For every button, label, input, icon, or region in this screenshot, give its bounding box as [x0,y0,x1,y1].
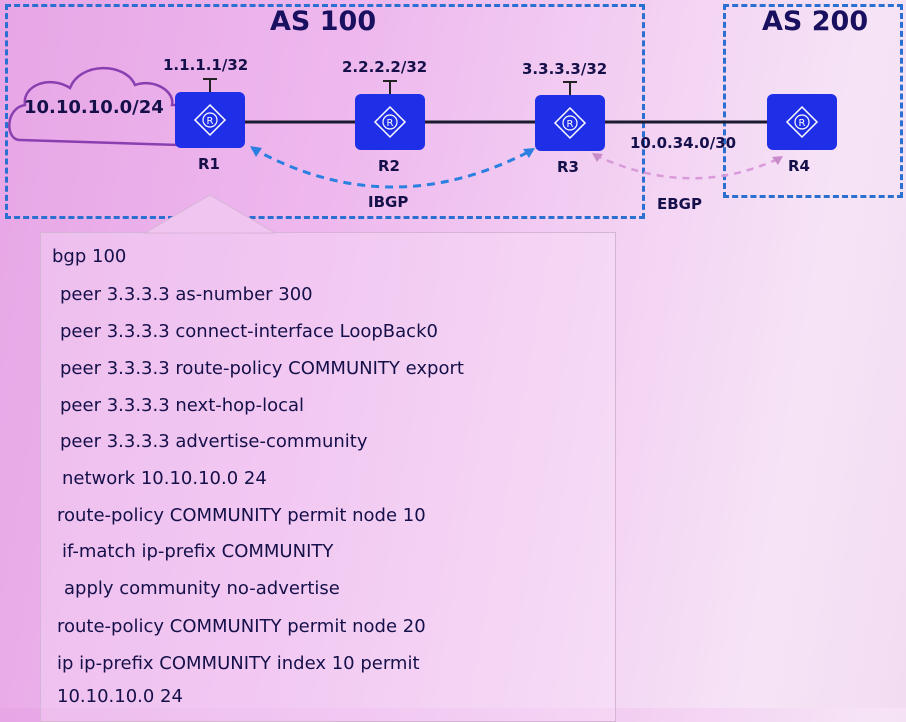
config-line: peer 3.3.3.3 advertise-community [60,431,368,452]
callout-pointer [143,194,277,234]
router-icon: R [373,105,407,139]
config-line: ip ip-prefix COMMUNITY index 10 permit [57,653,420,674]
router-icon: R [193,103,227,137]
ibgp-label: IBGP [368,193,409,211]
router-icon: R [553,106,587,140]
ibgp-session-arrow [251,146,533,189]
r1-label: R1 [198,155,220,173]
cloud-icon [8,66,180,147]
config-line: bgp 100 [52,246,127,267]
svg-text:R: R [799,118,806,129]
router-r4[interactable]: R [767,94,837,150]
topology-links [8,66,783,189]
r3-loopback: 3.3.3.3/32 [522,60,608,78]
config-line: peer 3.3.3.3 connect-interface LoopBack0 [60,321,438,342]
config-line: route-policy COMMUNITY permit node 10 [57,505,426,526]
r3-label: R3 [557,158,579,176]
r1-loopback: 1.1.1.1/32 [163,56,249,74]
config-line: peer 3.3.3.3 as-number 300 [60,284,313,305]
config-line: route-policy COMMUNITY permit node 20 [57,616,426,637]
router-r2[interactable]: R [355,94,425,150]
r1-loopback-stub [203,78,217,92]
network-label: 10.10.10.0/24 [24,97,164,118]
svg-text:R: R [567,119,574,130]
as100-title: AS 100 [270,6,377,37]
as200-title: AS 200 [762,6,869,37]
svg-text:R: R [207,116,214,127]
as200-boundary [723,4,903,198]
router-r3[interactable]: R [535,95,605,151]
r2-label: R2 [378,157,400,175]
r3-loopback-stub [563,81,577,95]
config-line: peer 3.3.3.3 next-hop-local [60,395,305,416]
router-r1[interactable]: R [175,92,245,148]
router-icon: R [785,105,819,139]
r2-loopback: 2.2.2.2/32 [342,58,428,76]
ebgp-label: EBGP [657,195,702,213]
config-line: apply community no-advertise [64,578,340,599]
config-line: peer 3.3.3.3 route-policy COMMUNITY expo… [60,358,464,379]
ebgp-session-arrow [594,153,781,180]
config-line: 10.10.10.0 24 [57,686,183,707]
config-line: if-match ip-prefix COMMUNITY [62,541,334,562]
config-line: network 10.10.10.0 24 [62,468,267,489]
svg-text:R: R [387,118,394,129]
r1-config-callout [40,232,616,722]
r2-loopback-stub [383,80,397,94]
r4-label: R4 [788,157,810,175]
r3-r4-subnet-label: 10.0.34.0/30 [630,134,737,152]
as100-boundary [5,4,645,219]
